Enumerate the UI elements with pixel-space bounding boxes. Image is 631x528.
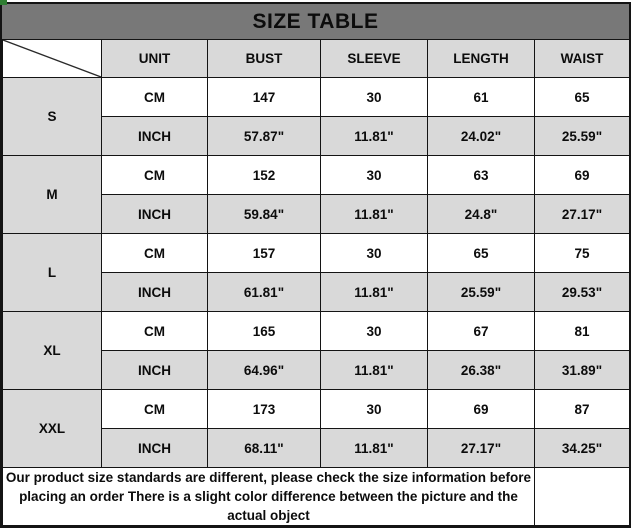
footer-row: Our product size standards are different… [2,466,630,527]
col-header-waist: WAIST [534,39,630,78]
cell-s-inch-bust: 57.87" [207,116,321,156]
cell-xl-inch-sleeve: 11.81" [320,350,428,390]
cell-s-cm-length: 61 [427,77,535,117]
cell-s-cm-sleeve: 30 [320,77,428,117]
cell-s-cm-bust: 147 [207,77,321,117]
cell-l-inch-sleeve: 11.81" [320,272,428,312]
page-title: SIZE TABLE [252,9,379,33]
cell-xxl-inch-bust: 68.11" [207,428,321,468]
table-row: INCH 68.11" 11.81" 27.17" 34.25" [3,428,630,468]
cell-s-inch-waist: 25.59" [534,116,630,156]
cell-l-cm-bust: 157 [207,233,321,273]
table-row: L CM 157 30 65 75 [2,233,630,312]
cell-m-cm-length: 63 [427,155,535,195]
cell-l-cm-waist: 75 [534,233,630,273]
cell-xxl-cm-bust: 173 [207,389,321,429]
footer-note: Our product size standards are different… [2,466,535,527]
size-table: UNIT BUST SLEEVE LENGTH WAIST S CM 147 3… [2,39,630,527]
cell-xxl-inch-waist: 34.25" [534,428,630,468]
col-header-sleeve: SLEEVE [320,39,428,78]
table-row: M CM 152 30 63 69 [2,155,630,234]
cell-xl-cm-bust: 165 [207,311,321,351]
col-header-bust: BUST [207,39,321,78]
cell-xl-inch-unit: INCH [101,350,208,390]
cell-xl-cm-unit: CM [101,311,208,351]
footer-empty-cell [534,466,630,527]
cell-m-cm-unit: CM [101,155,208,195]
size-label-xxl: XXL [2,389,102,468]
cell-xl-cm-sleeve: 30 [320,311,428,351]
cell-l-inch-bust: 61.81" [207,272,321,312]
cell-m-cm-bust: 152 [207,155,321,195]
size-label-xl: XL [2,311,102,390]
cell-xxl-cm-length: 69 [427,389,535,429]
cell-l-inch-waist: 29.53" [534,272,630,312]
table-row: XXL CM 173 30 69 87 [2,389,630,468]
cell-xl-cm-length: 67 [427,311,535,351]
cell-s-cm-waist: 65 [534,77,630,117]
table-row: S CM 147 30 61 65 [2,77,630,156]
table-row: INCH 59.84" 11.81" 24.8" 27.17" [3,194,630,234]
title-band: SIZE TABLE [2,4,629,39]
cell-xl-inch-length: 26.38" [427,350,535,390]
size-label-m: M [2,155,102,234]
cell-s-inch-length: 24.02" [427,116,535,156]
table-row: INCH 61.81" 11.81" 25.59" 29.53" [3,272,630,312]
col-header-length: LENGTH [427,39,535,78]
cell-m-inch-unit: INCH [101,194,208,234]
cell-xxl-cm-unit: CM [101,389,208,429]
cell-xxl-cm-sleeve: 30 [320,389,428,429]
diagonal-line-icon [3,40,101,77]
cell-xxl-inch-unit: INCH [101,428,208,468]
cell-s-inch-unit: INCH [101,116,208,156]
cell-m-cm-waist: 69 [534,155,630,195]
table-row: INCH 57.87" 11.81" 24.02" 25.59" [3,116,630,156]
cell-l-cm-length: 65 [427,233,535,273]
cell-m-inch-length: 24.8" [427,194,535,234]
cell-xxl-inch-length: 27.17" [427,428,535,468]
corner-diagonal-cell [2,39,102,78]
table-row: XL CM 165 30 67 81 [2,311,630,390]
cell-xl-cm-waist: 81 [534,311,630,351]
cell-m-cm-sleeve: 30 [320,155,428,195]
cell-l-inch-unit: INCH [101,272,208,312]
cell-xxl-inch-sleeve: 11.81" [320,428,428,468]
cell-s-cm-unit: CM [101,77,208,117]
cell-xl-inch-bust: 64.96" [207,350,321,390]
size-label-l: L [2,233,102,312]
header-row: UNIT BUST SLEEVE LENGTH WAIST [2,39,630,78]
table-row: INCH 64.96" 11.81" 26.38" 31.89" [3,350,630,390]
cell-m-inch-waist: 27.17" [534,194,630,234]
size-label-s: S [2,77,102,156]
cell-l-cm-sleeve: 30 [320,233,428,273]
screenshot-corner-artifact [0,0,7,5]
cell-l-inch-length: 25.59" [427,272,535,312]
cell-s-inch-sleeve: 11.81" [320,116,428,156]
cell-xxl-cm-waist: 87 [534,389,630,429]
cell-m-inch-bust: 59.84" [207,194,321,234]
col-header-unit: UNIT [101,39,208,78]
cell-xl-inch-waist: 31.89" [534,350,630,390]
cell-l-cm-unit: CM [101,233,208,273]
cell-m-inch-sleeve: 11.81" [320,194,428,234]
